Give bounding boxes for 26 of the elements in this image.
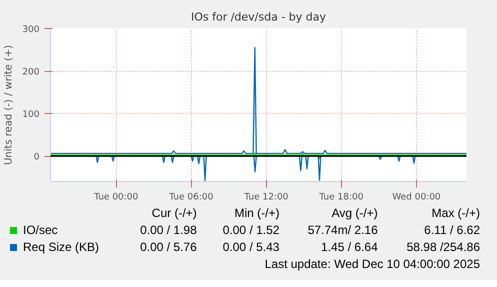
chart-title: IOs for /dev/sda - by day — [190, 10, 327, 24]
text: 1.45 / 6.64 — [320, 239, 378, 256]
legend-label: Req Size (KB) — [22, 239, 100, 256]
y-tick-label: 200 — [22, 68, 40, 78]
text: Last update: Wed Dec 10 04:00:00 2025 — [264, 256, 480, 274]
x-tick-label: Wed 00:00 — [392, 192, 441, 202]
text: Avg (-/+) — [330, 205, 378, 222]
text: 0.00 / 1.98 — [139, 222, 197, 240]
text: Max (-/+) — [430, 205, 480, 222]
text: 57.74m/ 2.16 — [306, 222, 378, 240]
text: 0.00 / 5.43 — [222, 239, 280, 256]
text: Min (-/+) — [233, 205, 280, 222]
legend-label: IO/sec — [22, 222, 59, 240]
y-tick-label: 100 — [22, 110, 40, 120]
text: 58.98 /254.86 — [406, 239, 480, 256]
x-tick-label: Tue 06:00 — [168, 192, 214, 202]
y-tick-label: 300 — [22, 25, 40, 35]
text: 0.00 / 1.52 — [222, 222, 280, 240]
y-axis-title: Units read (-) / write (+) — [3, 44, 14, 166]
x-tick-label: Tue 00:00 — [93, 192, 139, 202]
text: 0.00 / 5.76 — [139, 239, 197, 256]
x-tick-label: Tue 12:00 — [243, 192, 289, 202]
x-tick-label: Tue 18:00 — [318, 192, 364, 202]
y-tick-label: 0 — [34, 152, 40, 162]
text: 6.11 / 6.62 — [423, 222, 480, 240]
text: Cur (-/+) — [150, 205, 197, 222]
